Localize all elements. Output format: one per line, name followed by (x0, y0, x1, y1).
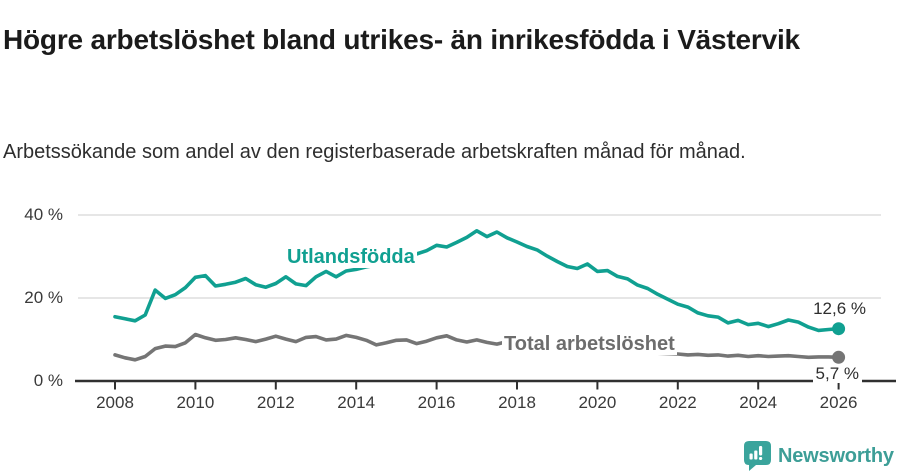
x-axis-label: 2026 (819, 393, 858, 412)
end-dot-utlandsfodda (832, 322, 846, 336)
newsworthy-logo: Newsworthy (744, 441, 894, 471)
x-axis-label: 2008 (96, 393, 134, 412)
x-axis-label: 2022 (658, 393, 697, 412)
x-axis-label: 2024 (739, 393, 778, 412)
y-axis-label: 20 % (24, 288, 63, 307)
x-axis-label: 2010 (176, 393, 215, 412)
series-line-utlandsfodda (113, 229, 841, 333)
series-label-utlandsfodda: Utlandsfödda (285, 246, 417, 268)
series-label-total-arbetsloshet: Total arbetslöshet (502, 333, 677, 355)
end-value-label-utlandsfodda: 12,6 % (813, 299, 866, 318)
y-axis-label: 40 % (24, 205, 63, 224)
newsworthy-bubble-chart-icon (744, 441, 771, 471)
x-axis-label: 2012 (256, 393, 295, 412)
y-axis-label: 0 % (33, 371, 63, 390)
page-title: Högre arbetslöshet bland utrikes- än inr… (3, 23, 800, 55)
x-axis-label: 2014 (337, 393, 376, 412)
series-line-total (113, 332, 841, 362)
x-axis-label: 2020 (578, 393, 617, 412)
page-subtitle: Arbetssökande som andel av den registerb… (3, 141, 746, 163)
end-value-label-total: 5,7 % (812, 364, 862, 383)
end-dot-total (832, 350, 846, 364)
newsworthy-brand-text: Newsworthy (778, 444, 894, 467)
x-axis-label: 2016 (417, 393, 456, 412)
x-axis-label: 2018 (498, 393, 536, 412)
